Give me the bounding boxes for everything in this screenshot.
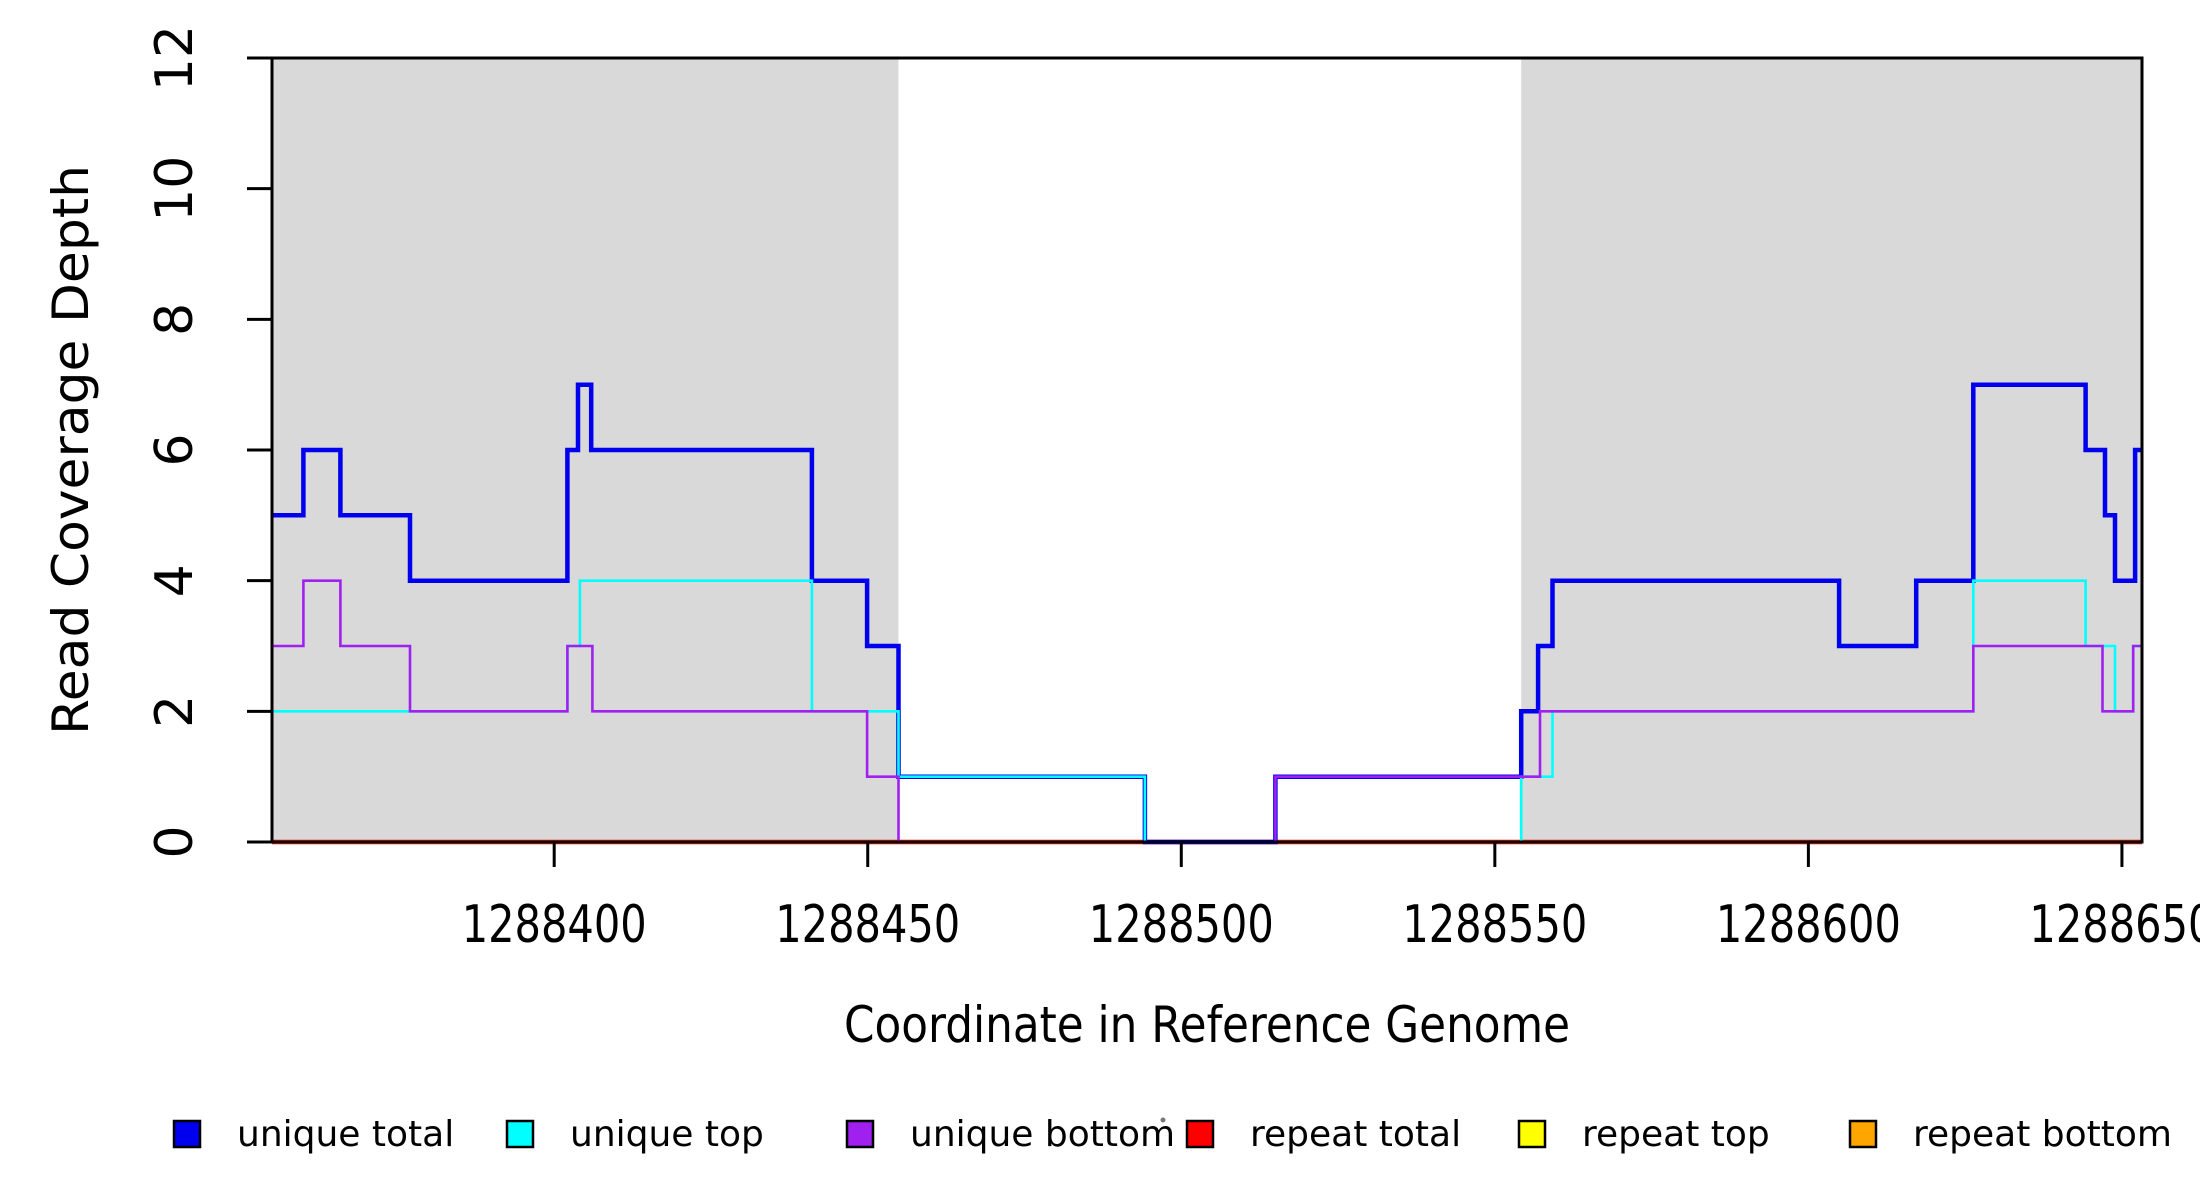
- x-tick-label-1288450: 1288450: [775, 895, 960, 955]
- y-axis-title: Read Coverage Depth: [42, 165, 100, 735]
- legend-item-unique-bottom: unique bottom: [845, 1114, 1175, 1155]
- legend-label-unique-top: unique top: [570, 1114, 764, 1155]
- x-axis-title: Coordinate in Reference Genome: [844, 996, 1570, 1054]
- legend-label-unique-total: unique total: [237, 1114, 454, 1155]
- y-tick-label-10: 10: [145, 156, 205, 222]
- y-tick-label-4: 4: [145, 564, 205, 597]
- right-shaded-region: [1521, 58, 2142, 842]
- legend-swatch-repeat-bottom: [1848, 1119, 1878, 1149]
- y-tick-label-6: 6: [145, 433, 205, 466]
- legend-label-repeat-top: repeat top: [1582, 1114, 1770, 1155]
- axes-layer: 1288400 1288450 1288500 1288550 1288600 12886…: [145, 25, 2200, 955]
- y-tick-label-0: 0: [145, 825, 205, 858]
- legend-label-repeat-bottom: repeat bottom: [1913, 1114, 2172, 1155]
- legend-swatch-unique-total: [172, 1119, 202, 1149]
- legend-swatch-repeat-top: [1517, 1119, 1547, 1149]
- legend-item-unique-total: unique total: [172, 1114, 454, 1155]
- y-tick-label-12: 12: [145, 25, 205, 91]
- series-line-unique-bottom: [272, 579, 2142, 844]
- legend-item-repeat-top: repeat top: [1517, 1114, 1770, 1155]
- x-tick-label-1288650: 1288650: [2029, 895, 2200, 955]
- legend: unique total unique top unique bottom repea…: [172, 1114, 2172, 1155]
- series-line-unique-top: [272, 579, 2142, 844]
- shaded-regions-layer: [272, 58, 2142, 842]
- y-tick-label-2: 2: [145, 695, 205, 728]
- legend-item-repeat-bottom: repeat bottom: [1848, 1114, 2172, 1155]
- legend-swatch-repeat-total: [1185, 1119, 1215, 1149]
- stray-dot-artifact: [1160, 1117, 1166, 1123]
- legend-swatch-unique-top: [505, 1119, 535, 1149]
- x-tick-label-1288600: 1288600: [1716, 895, 1901, 955]
- legend-swatch-unique-bottom: [845, 1119, 875, 1149]
- legend-item-repeat-total: repeat total: [1185, 1114, 1461, 1155]
- x-tick-label-1288400: 1288400: [462, 895, 647, 955]
- x-tick-label-1288550: 1288550: [1402, 895, 1587, 955]
- x-tick-label-1288500: 1288500: [1089, 895, 1274, 955]
- legend-item-unique-top: unique top: [505, 1114, 764, 1155]
- legend-label-unique-bottom: unique bottom: [910, 1114, 1175, 1155]
- y-tick-label-8: 8: [145, 303, 205, 336]
- legend-label-repeat-total: repeat total: [1250, 1114, 1461, 1155]
